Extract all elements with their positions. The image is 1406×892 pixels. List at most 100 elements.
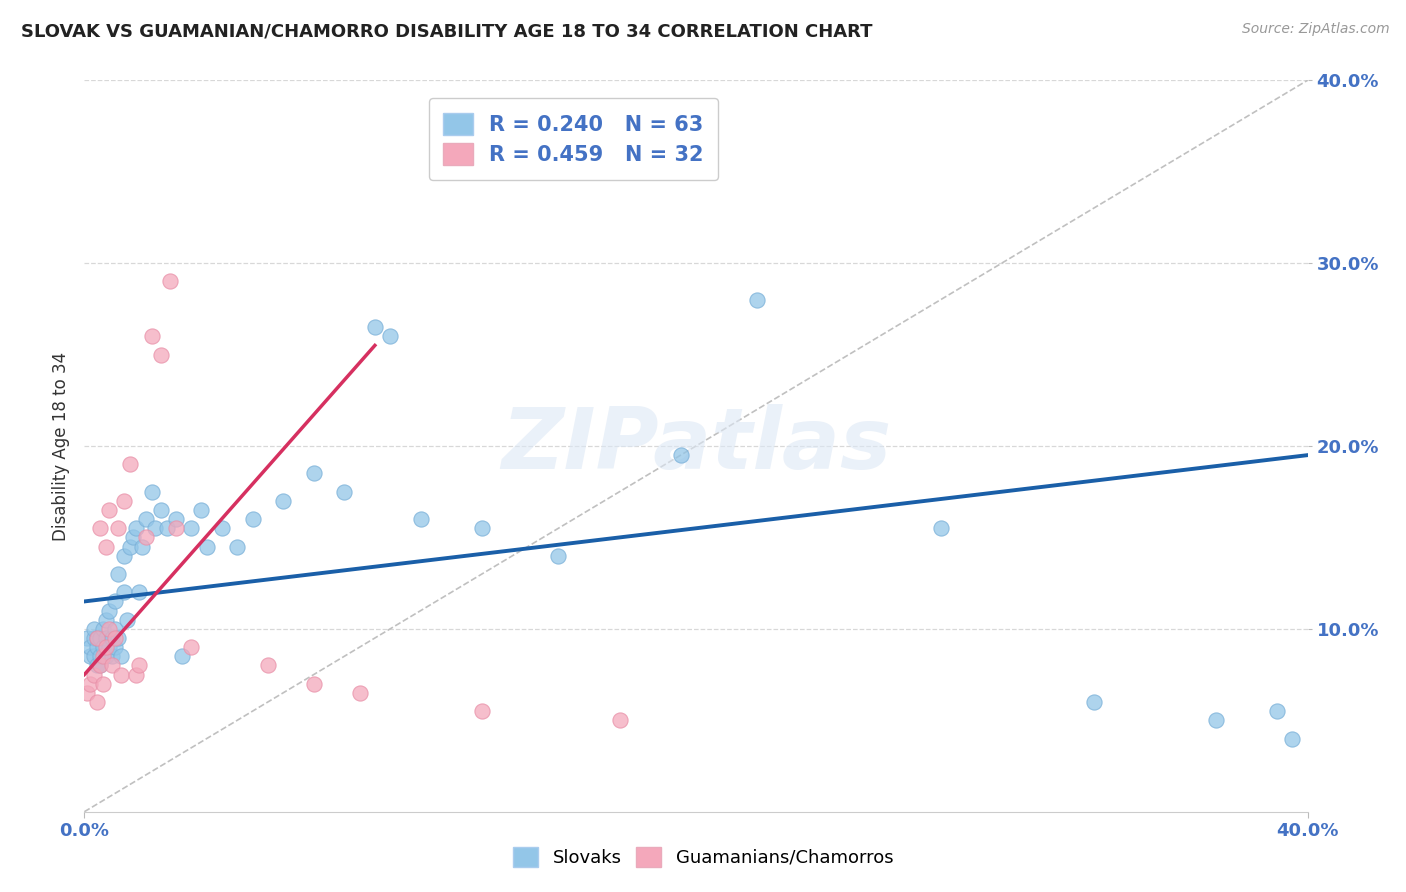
- Point: [101, 649, 124, 664]
- Point: [125, 521, 148, 535]
- Point: [110, 649, 132, 664]
- Point: [91, 649, 114, 664]
- Point: [79, 676, 101, 690]
- Point: [165, 521, 187, 535]
- Point: [86, 631, 108, 645]
- Point: [76, 631, 98, 645]
- Point: [364, 320, 387, 334]
- Text: SLOVAK VS GUAMANIAN/CHAMORRO DISABILITY AGE 18 TO 34 CORRELATION CHART: SLOVAK VS GUAMANIAN/CHAMORRO DISABILITY …: [21, 22, 873, 40]
- Point: [172, 649, 194, 664]
- Text: ZIPatlas: ZIPatlas: [501, 404, 891, 488]
- Point: [1265, 704, 1288, 718]
- Point: [1083, 695, 1105, 709]
- Point: [131, 540, 153, 554]
- Point: [609, 714, 631, 728]
- Point: [115, 613, 138, 627]
- Point: [471, 704, 494, 718]
- Point: [86, 640, 108, 655]
- Point: [141, 329, 163, 343]
- Y-axis label: Disability Age 18 to 34: Disability Age 18 to 34: [52, 351, 70, 541]
- Point: [83, 622, 105, 636]
- Point: [97, 640, 120, 655]
- Point: [1281, 731, 1303, 746]
- Point: [94, 649, 117, 664]
- Point: [120, 457, 142, 471]
- Point: [97, 503, 120, 517]
- Point: [86, 658, 108, 673]
- Point: [79, 640, 101, 655]
- Point: [104, 631, 127, 645]
- Point: [1205, 714, 1227, 728]
- Point: [669, 448, 692, 462]
- Point: [409, 512, 432, 526]
- Point: [149, 347, 172, 362]
- Point: [104, 594, 127, 608]
- Point: [125, 667, 148, 681]
- Point: [242, 512, 264, 526]
- Point: [159, 275, 181, 289]
- Point: [128, 585, 150, 599]
- Point: [83, 631, 105, 645]
- Point: [302, 467, 325, 481]
- Point: [101, 631, 124, 645]
- Point: [112, 494, 135, 508]
- Point: [128, 658, 150, 673]
- Point: [380, 329, 402, 343]
- Point: [135, 512, 157, 526]
- Point: [86, 695, 108, 709]
- Text: Source: ZipAtlas.com: Source: ZipAtlas.com: [1241, 22, 1389, 37]
- Point: [91, 676, 114, 690]
- Point: [271, 494, 294, 508]
- Point: [120, 540, 142, 554]
- Point: [122, 530, 145, 544]
- Point: [104, 640, 127, 655]
- Point: [104, 622, 127, 636]
- Point: [302, 676, 325, 690]
- Point: [135, 530, 157, 544]
- Point: [349, 686, 371, 700]
- Point: [91, 622, 114, 636]
- Point: [107, 567, 129, 582]
- Point: [180, 521, 202, 535]
- Point: [190, 503, 212, 517]
- Point: [94, 540, 117, 554]
- Point: [89, 521, 111, 535]
- Point: [83, 667, 105, 681]
- Legend: Slovaks, Guamanians/Chamorros: Slovaks, Guamanians/Chamorros: [506, 839, 900, 874]
- Point: [149, 503, 172, 517]
- Point: [471, 521, 494, 535]
- Point: [94, 640, 117, 655]
- Point: [101, 658, 124, 673]
- Point: [211, 521, 233, 535]
- Point: [333, 484, 356, 499]
- Point: [86, 631, 108, 645]
- Point: [107, 631, 129, 645]
- Point: [94, 631, 117, 645]
- Point: [89, 649, 111, 664]
- Legend: R = 0.240   N = 63, R = 0.459   N = 32: R = 0.240 N = 63, R = 0.459 N = 32: [429, 98, 718, 180]
- Point: [83, 649, 105, 664]
- Point: [97, 603, 120, 617]
- Point: [112, 549, 135, 563]
- Point: [929, 521, 952, 535]
- Point: [76, 686, 98, 700]
- Point: [165, 512, 187, 526]
- Point: [156, 521, 179, 535]
- Point: [141, 484, 163, 499]
- Point: [89, 658, 111, 673]
- Point: [94, 613, 117, 627]
- Point: [180, 640, 202, 655]
- Point: [257, 658, 280, 673]
- Point: [89, 631, 111, 645]
- Point: [547, 549, 569, 563]
- Point: [79, 649, 101, 664]
- Point: [143, 521, 166, 535]
- Point: [89, 658, 111, 673]
- Point: [226, 540, 249, 554]
- Point: [195, 540, 218, 554]
- Point: [97, 622, 120, 636]
- Point: [107, 521, 129, 535]
- Point: [91, 640, 114, 655]
- Point: [112, 585, 135, 599]
- Point: [747, 293, 769, 307]
